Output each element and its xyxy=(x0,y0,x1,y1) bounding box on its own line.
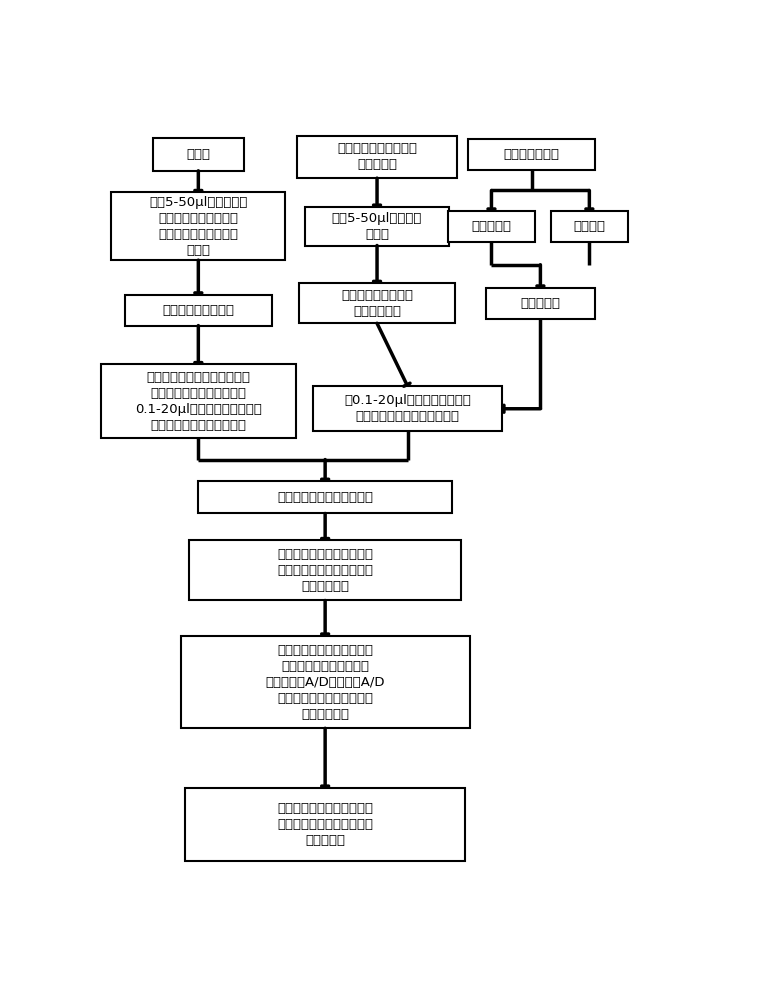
Text: 根据迁移时间或迁移率不同
进行定性分析，根据强度进
行定量分析: 根据迁移时间或迁移率不同 进行定性分析，根据强度进 行定量分析 xyxy=(277,802,373,847)
Bar xyxy=(447,211,535,242)
Text: 添加5-50μl酸性物质如
磷酸涂布，或者用酸性
物质溶液浸泡后，晾干
或烘干: 添加5-50μl酸性物质如 磷酸涂布，或者用酸性 物质溶液浸泡后，晾干 或烘干 xyxy=(149,196,247,257)
Bar xyxy=(153,138,244,171)
Text: 不同的物质先后到达法拉底
盘探测器，经过放大器放
大，输出给A/D转换器，A/D
转换器将模拟信号转换为数
字信号后输出: 不同的物质先后到达法拉底 盘探测器，经过放大器放 大，输出给A/D转换器，A/D… xyxy=(266,644,385,721)
Text: 取0.1-20μl无机氧化剂或无机
炸药溶液滴在采样布上，烘干: 取0.1-20μl无机氧化剂或无机 炸药溶液滴在采样布上，烘干 xyxy=(344,394,471,423)
Text: 挥发性酸如盐酸: 挥发性酸如盐酸 xyxy=(504,148,559,161)
Bar xyxy=(486,288,595,319)
Bar xyxy=(468,139,595,170)
Bar xyxy=(314,386,502,431)
Bar xyxy=(189,540,460,600)
Bar xyxy=(299,283,455,323)
Bar xyxy=(180,636,470,728)
Text: 无机氧化剂或无机炸药
溶液的配制: 无机氧化剂或无机炸药 溶液的配制 xyxy=(337,142,417,171)
Bar xyxy=(551,211,628,242)
Bar xyxy=(125,295,272,326)
Text: 采样布: 采样布 xyxy=(186,148,210,161)
Text: 样品物质经热解析成气态分
子，随载气进入电离区中，
被电离成离子: 样品物质经热解析成气态分 子，随载气进入电离区中， 被电离成离子 xyxy=(277,548,373,593)
Text: 添加5-50μl酸性物质
如磷酸: 添加5-50μl酸性物质 如磷酸 xyxy=(332,212,422,241)
Bar xyxy=(185,788,465,861)
Text: 采样布插入热解析进样器中: 采样布插入热解析进样器中 xyxy=(277,491,373,504)
Bar xyxy=(305,207,449,246)
Text: 加入迁移管: 加入迁移管 xyxy=(521,297,560,310)
Text: 酸化处理后的采样布擦拭无机
炸药或无机氧化剂固体或取
0.1-20μl无机氧化剂或无机炸
药溶液滴在采样布上，烘干: 酸化处理后的采样布擦拭无机 炸药或无机氧化剂固体或取 0.1-20μl无机氧化剂… xyxy=(135,371,262,432)
Text: 掺杂剂形式: 掺杂剂形式 xyxy=(472,220,511,233)
Bar xyxy=(101,364,295,438)
Bar xyxy=(111,192,285,260)
Text: 酸化处理后的采样布: 酸化处理后的采样布 xyxy=(162,304,234,317)
Bar xyxy=(199,481,452,513)
Bar xyxy=(298,136,457,178)
Text: 载气载带: 载气载带 xyxy=(573,220,605,233)
Text: 酸化后无机氧化剂或
无机炸药溶液: 酸化后无机氧化剂或 无机炸药溶液 xyxy=(341,289,413,318)
